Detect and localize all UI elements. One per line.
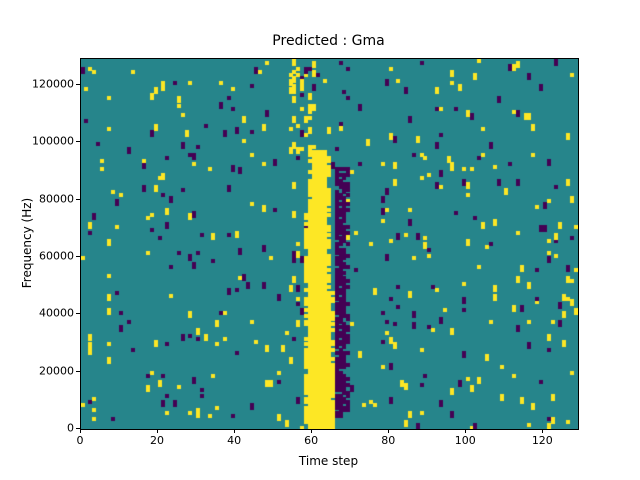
x-tick-mark (234, 429, 235, 433)
x-tick-label: 60 (304, 434, 318, 447)
chart-title: Predicted : Gma (80, 33, 577, 49)
y-tick-label: 0 (67, 422, 74, 435)
y-tick-label: 120000 (32, 77, 74, 90)
y-tick-mark (76, 141, 80, 142)
y-tick-mark (76, 256, 80, 257)
x-tick-mark (388, 429, 389, 433)
x-tick-label: 100 (455, 434, 476, 447)
y-tick-label: 20000 (39, 364, 74, 377)
x-tick-mark (80, 429, 81, 433)
x-tick-mark (465, 429, 466, 433)
y-tick-label: 80000 (39, 192, 74, 205)
x-tick-label: 80 (381, 434, 395, 447)
x-tick-label: 40 (227, 434, 241, 447)
x-tick-mark (542, 429, 543, 433)
x-tick-label: 0 (77, 434, 84, 447)
x-tick-label: 20 (150, 434, 164, 447)
y-tick-mark (76, 313, 80, 314)
y-tick-mark (76, 428, 80, 429)
x-tick-label: 120 (532, 434, 553, 447)
y-tick-label: 40000 (39, 307, 74, 320)
plot-area (80, 58, 579, 430)
y-tick-mark (76, 199, 80, 200)
y-axis-label: Frequency (Hz) (20, 58, 34, 428)
heatmap-canvas (81, 59, 578, 429)
y-tick-label: 60000 (39, 249, 74, 262)
x-tick-mark (311, 429, 312, 433)
y-tick-label: 100000 (32, 135, 74, 148)
x-axis-label: Time step (80, 454, 577, 468)
x-tick-mark (157, 429, 158, 433)
figure: Predicted : Gma 0 20 40 60 80 100 120 0 20000 400… (0, 0, 640, 480)
y-tick-mark (76, 371, 80, 372)
y-tick-mark (76, 84, 80, 85)
